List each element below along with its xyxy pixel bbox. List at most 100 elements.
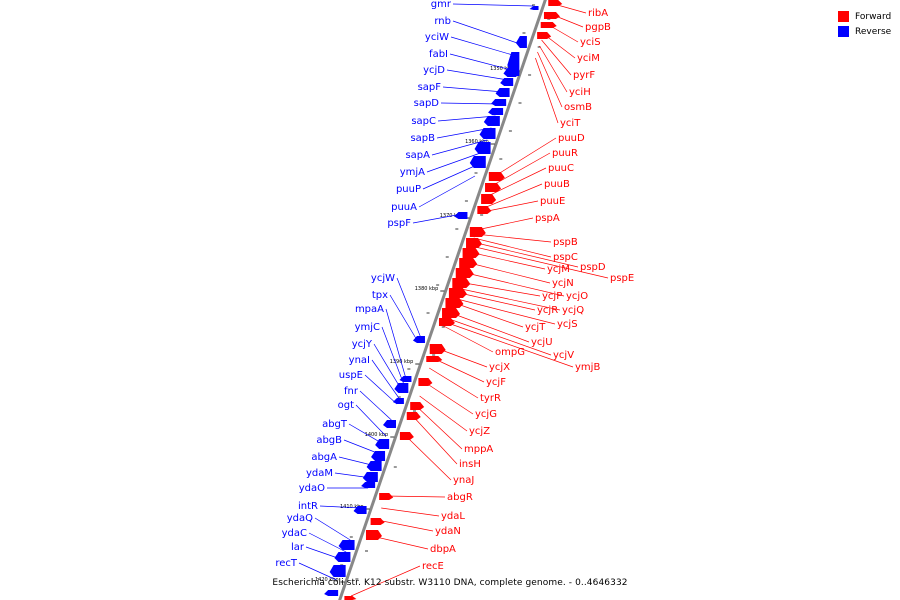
tick-label: 1420 kbp (315, 577, 339, 583)
gene-label-ycjW: ycjW (371, 273, 395, 284)
leader-line (350, 565, 421, 597)
leader-line (385, 308, 407, 379)
leader-line (359, 390, 392, 421)
leader-line (431, 139, 488, 156)
gene-label-ycjV: ycjV (553, 350, 574, 361)
leader-line (389, 294, 419, 343)
forward-gene-arrow (344, 596, 357, 600)
gene-label-pspF: pspF (387, 218, 411, 229)
reverse-gene-arrow (324, 590, 339, 596)
gene-label-rnb: rnb (434, 16, 451, 27)
leader-line (546, 23, 579, 43)
gene-label-ycjQ: ycjQ (562, 305, 584, 316)
leader-line (381, 507, 440, 517)
gene-label-lar: lar (291, 542, 305, 553)
reverse-gene-arrow (479, 128, 496, 139)
leader-line (415, 405, 463, 450)
reverse-gene-arrow (529, 6, 539, 10)
gene-label-uspE: uspE (339, 370, 363, 381)
forward-gene-arrow (379, 493, 394, 500)
gene-label-mpaA: mpaA (355, 304, 384, 315)
leader-line (456, 287, 561, 311)
gene-label-ycjD: ycjD (423, 65, 445, 76)
gene-label-puuA: puuA (391, 202, 417, 213)
gene-label-yciT: yciT (560, 118, 581, 129)
gene-label-mppA: mppA (464, 444, 493, 455)
gene-label-recE: recE (422, 561, 444, 572)
tick-label: 1350 kbp (490, 66, 514, 72)
reverse-gene-arrow (454, 212, 468, 219)
gene-label-ycjF: ycjF (486, 377, 506, 388)
forward-gene-arrow (543, 12, 560, 19)
gene-label-pyrF: pyrF (573, 70, 595, 81)
gene-label-yciM: yciM (577, 53, 600, 64)
gene-label-ycjX: ycjX (489, 362, 510, 373)
gene-label-ymjA: ymjA (400, 167, 425, 178)
gene-label-ycjZ: ycjZ (469, 426, 490, 437)
gene-label-fabI: fabI (429, 49, 448, 60)
leader-line (494, 137, 557, 177)
gene-label-fnr: fnr (344, 386, 359, 397)
leader-line (472, 241, 579, 268)
reverse-gene-arrow (329, 565, 346, 577)
leader-line (462, 271, 565, 297)
leader-line (334, 472, 372, 479)
reverse-gene-arrow (515, 36, 527, 48)
genome-axis (338, 0, 547, 600)
gene-label-ydaL: ydaL (441, 511, 465, 522)
leader-line (338, 456, 376, 467)
leader-line (440, 102, 500, 105)
gene-label-ycjS: ycjS (557, 319, 578, 330)
leader-line (483, 183, 543, 209)
gene-label-osmB: osmB (564, 102, 592, 113)
forward-gene-arrow (455, 268, 474, 278)
gene-label-ogt: ogt (338, 400, 354, 411)
gene-label-ydaC: ydaC (282, 528, 307, 539)
gene-label-abgA: abgA (311, 452, 337, 463)
forward-gene-arrow (429, 344, 446, 354)
legend-reverse: Reverse (838, 24, 891, 39)
legend-reverse-label: Reverse (855, 26, 892, 37)
leader-line (450, 36, 517, 57)
forward-gene-arrow (466, 238, 483, 248)
leader-line (446, 317, 552, 356)
gene-label-ydaO: ydaO (299, 483, 325, 494)
gene-label-ompG: ompG (495, 347, 525, 358)
forward-swatch (838, 11, 849, 22)
leader-line (452, 20, 521, 45)
leader-line (385, 495, 446, 498)
gene-label-yciW: yciW (425, 32, 449, 43)
gene-label-ycjN: ycjN (552, 278, 574, 289)
gene-label-pspB: pspB (553, 237, 578, 248)
leader-line (541, 39, 572, 76)
gene-label-recT: recT (275, 558, 298, 569)
forward-gene-arrow (548, 0, 563, 6)
leader-line (487, 167, 547, 197)
reverse-gene-arrow (483, 116, 500, 126)
reverse-gene-arrow (469, 156, 486, 168)
leader-line (448, 311, 530, 343)
leader-line (396, 277, 421, 337)
gene-label-ycjY: ycjY (352, 339, 373, 350)
leader-line (437, 115, 496, 122)
forward-gene-arrow (481, 194, 497, 204)
tick-label: 1360 kbp (465, 139, 489, 145)
leader-line (446, 69, 508, 81)
gene-label-ycjP: ycjP (542, 291, 562, 302)
gene-label-abgT: abgT (322, 419, 348, 430)
gene-label-abgR: abgR (447, 492, 473, 503)
reverse-gene-arrow (392, 398, 404, 404)
forward-gene-arrow (452, 278, 471, 288)
leader-line (539, 45, 568, 93)
gene-label-pspC: pspC (553, 252, 578, 263)
reverse-gene-arrow (474, 142, 491, 154)
forward-gene-arrow (399, 432, 414, 440)
leader-line (298, 562, 337, 581)
reverse-gene-arrow (488, 108, 504, 115)
gene-label-ymjB: ymjB (575, 362, 600, 373)
reverse-gene-arrow (495, 88, 510, 97)
gene-label-ribA: ribA (588, 8, 608, 19)
gene-label-intR: intR (298, 501, 318, 512)
reverse-gene-arrow (366, 461, 382, 471)
gene-label-ycjG: ycjG (475, 409, 497, 420)
